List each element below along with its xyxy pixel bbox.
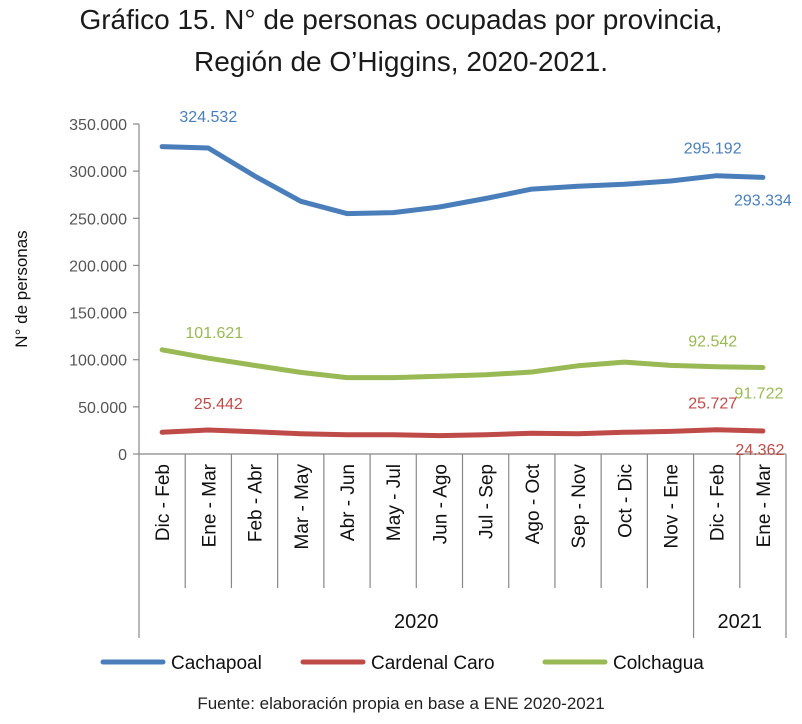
data-label: 293.334 [734, 192, 792, 209]
data-label: 25.727 [688, 396, 737, 413]
y-tick-label: 50.000 [78, 400, 127, 417]
data-label: 101.621 [185, 325, 243, 342]
data-label: 24.362 [735, 442, 784, 459]
series-line-cardenal-caro [159, 427, 766, 439]
y-axis-title: N° de personas [12, 230, 31, 347]
x-category-label: May - Jul [384, 464, 405, 541]
series-line-cachapoal [159, 144, 766, 217]
source-note: Fuente: elaboración propia en base a ENE… [197, 694, 605, 713]
data-label: 295.192 [684, 141, 742, 158]
y-tick-label: 0 [118, 447, 127, 464]
x-category-label: Oct - Dic [615, 464, 636, 538]
x-category-label: Abr - Jun [338, 464, 359, 541]
x-category-label: Jul - Sep [477, 464, 498, 539]
y-tick-label: 150.000 [69, 306, 127, 323]
legend-label: Cardenal Caro [371, 653, 495, 674]
x-category-label: Jun - Ago [430, 464, 451, 544]
x-category-label: Sep - Nov [569, 464, 590, 549]
legend-label: Cachapoal [171, 653, 262, 674]
data-label: 91.722 [734, 386, 783, 403]
x-category-label: Ene - Mar [754, 463, 775, 547]
x-category-label: Ene - Mar [199, 463, 220, 547]
legend-label: Colchagua [613, 653, 704, 674]
y-tick-label: 100.000 [69, 353, 127, 370]
x-category-label: Nov - Ene [661, 464, 682, 548]
y-tick-label: 250.000 [69, 211, 127, 228]
x-category-label: Ago - Oct [523, 463, 544, 544]
y-tick-label: 350.000 [69, 117, 127, 134]
x-category-label: Feb - Abr [246, 463, 267, 542]
data-label: 25.442 [194, 396, 243, 413]
y-tick-label: 200.000 [69, 258, 127, 275]
y-tick-label: 300.000 [69, 164, 127, 181]
x-category-label: Dic - Feb [708, 464, 729, 541]
x-category-label: Dic - Feb [153, 464, 174, 541]
x-category-label: Mar - May [292, 464, 313, 550]
chart-title-line-1: Gráfico 15. N° de personas ocupadas por … [79, 4, 723, 35]
data-label: 92.542 [688, 334, 737, 351]
year-label: 2021 [718, 611, 763, 633]
chart-title-line-2: Región de O’Higgins, 2020-2021. [193, 46, 609, 77]
data-label: 324.532 [179, 109, 237, 126]
series-line-colchagua [159, 347, 766, 381]
year-label: 2020 [394, 611, 439, 633]
